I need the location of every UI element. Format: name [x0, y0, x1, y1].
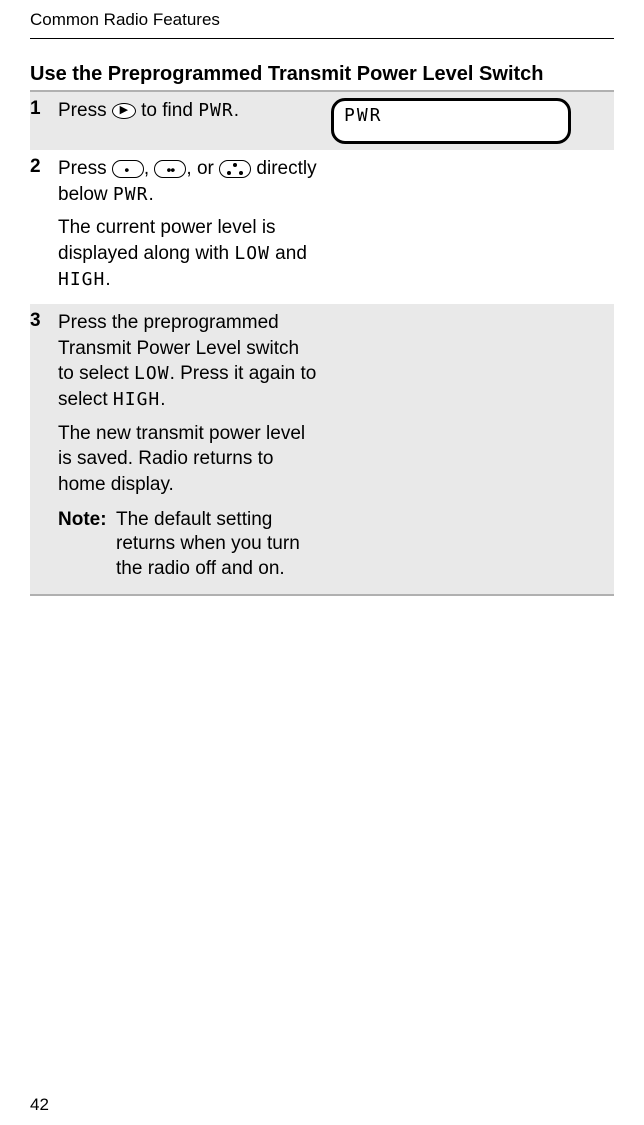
header-rule	[30, 38, 614, 39]
pwr-label: PWR	[198, 100, 234, 121]
step-row-3: 3 Press the preprogrammed Transmit Power…	[30, 304, 614, 594]
step-1-text-a: Press	[58, 100, 112, 121]
nav-right-button-icon: ▶	[112, 103, 136, 119]
step-3-body: Press the preprogrammed Transmit Power L…	[58, 304, 323, 594]
low-label-2: LOW	[134, 363, 170, 384]
step-2-text-a: Press	[58, 158, 112, 179]
softkey-3-icon	[219, 160, 251, 178]
step-1-number: 1	[30, 92, 58, 150]
step-3-p1-c: .	[160, 389, 165, 410]
pwr-label-2: PWR	[113, 184, 149, 205]
high-label-2: HIGH	[113, 389, 160, 410]
low-label: LOW	[234, 243, 270, 264]
softkey-2-icon	[154, 160, 186, 178]
step-1-text-b: to find	[136, 100, 198, 121]
step-2-body: Press , , or directly below PWR. The cur…	[58, 150, 323, 304]
page-number: 42	[30, 1095, 49, 1115]
step-2-text-e: .	[148, 184, 153, 205]
radio-display: PWR	[331, 98, 571, 144]
display-line-1: PWR	[344, 105, 383, 126]
step-2-p2-c: .	[105, 269, 110, 290]
step-3-note: Note: The default setting returns when y…	[58, 506, 317, 582]
step-3-visual	[323, 304, 614, 594]
step-2-text-c: , or	[186, 158, 219, 179]
running-header: Common Radio Features	[30, 10, 614, 30]
step-1-visual: PWR	[323, 92, 614, 150]
section-heading: Use the Preprogrammed Transmit Power Lev…	[30, 63, 614, 86]
step-2-number: 2	[30, 150, 58, 304]
softkey-1-icon	[112, 160, 144, 178]
step-1-text-c: .	[234, 100, 239, 121]
note-text: The default setting returns when you tur…	[116, 508, 317, 582]
step-2-text-b: ,	[144, 158, 155, 179]
high-label: HIGH	[58, 269, 105, 290]
step-3-number: 3	[30, 304, 58, 594]
step-2-p2-b: and	[270, 243, 307, 264]
step-1-body: Press ▶ to find PWR.	[58, 92, 323, 150]
steps-container: 1 Press ▶ to find PWR. PWR 2 Press , , o…	[30, 90, 614, 596]
note-label: Note:	[58, 508, 116, 582]
step-3-p2: The new transmit power level is saved. R…	[58, 421, 317, 498]
step-row-1: 1 Press ▶ to find PWR. PWR	[30, 92, 614, 150]
step-2-visual	[323, 150, 614, 304]
step-row-2: 2 Press , , or directly below PWR. The c…	[30, 150, 614, 304]
